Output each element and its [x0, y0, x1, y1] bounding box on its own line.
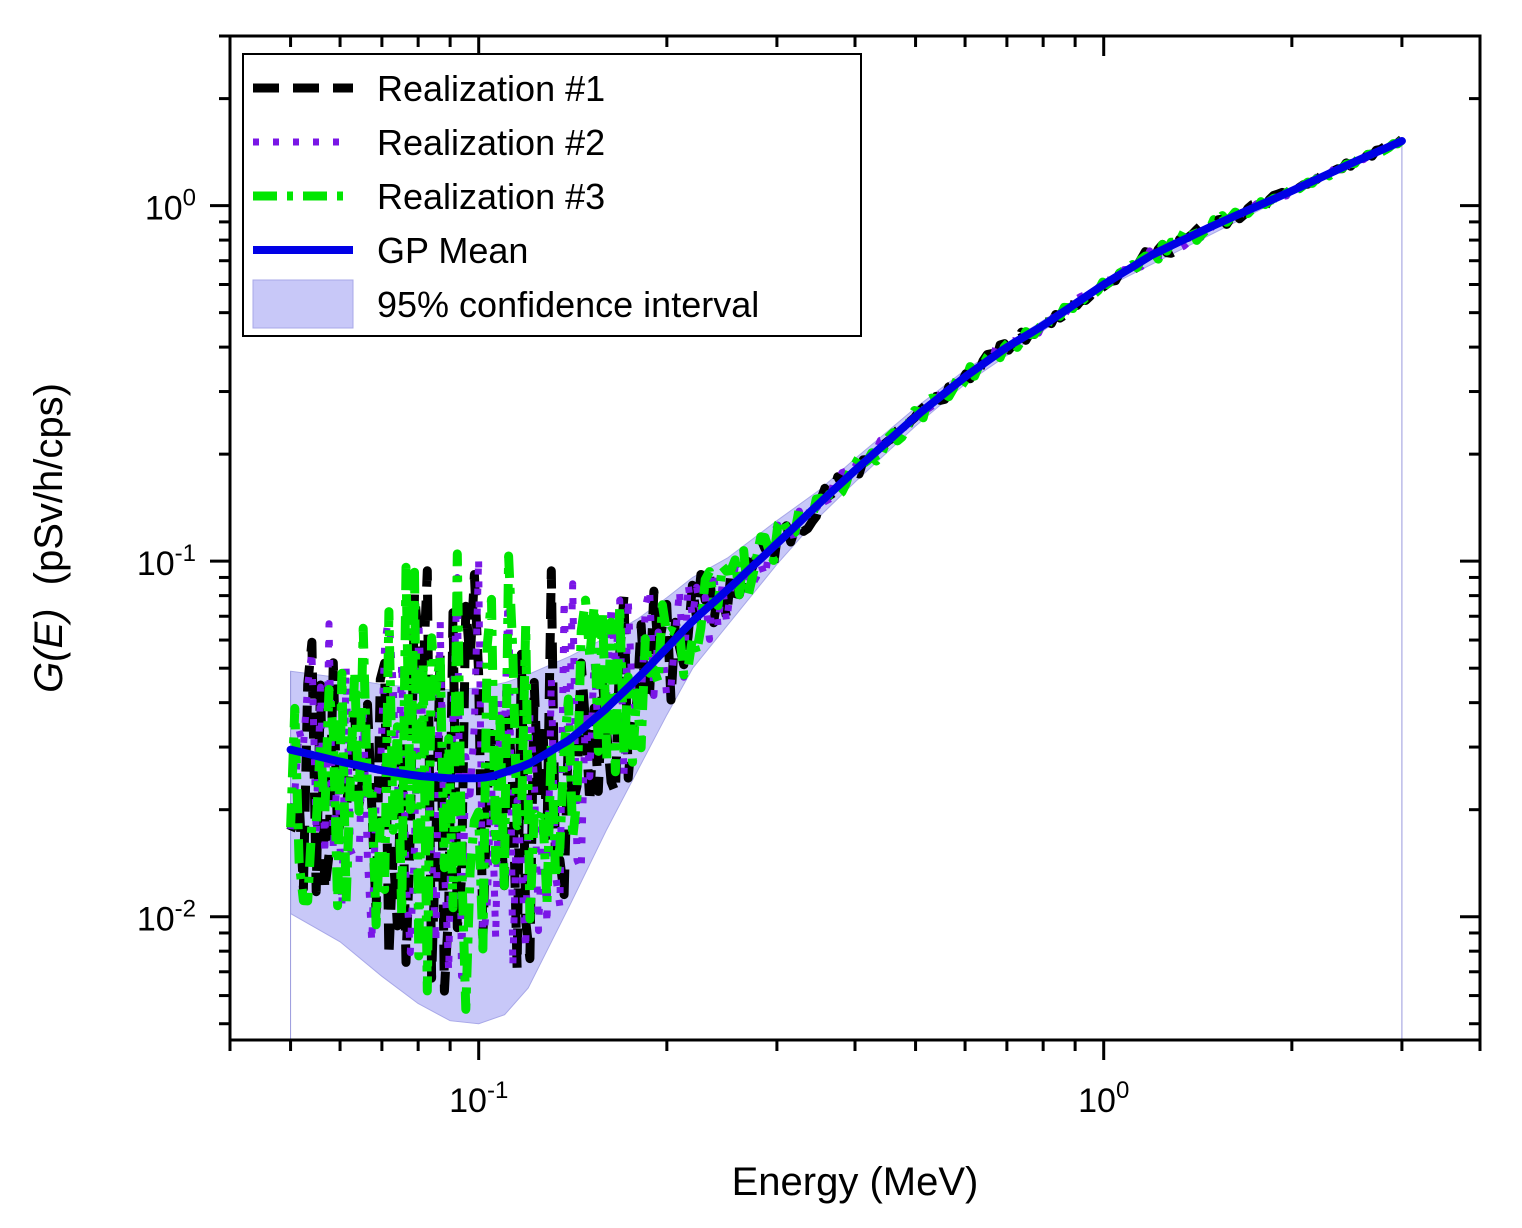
legend-label: Realization #2 — [377, 122, 605, 163]
x-axis-title: Energy (MeV) — [732, 1160, 979, 1204]
y-tick-label-exponent: -2 — [175, 896, 196, 923]
y-axis-title-symbol: G(E) — [27, 608, 71, 692]
series-realization-2 — [287, 137, 1404, 980]
y-tick-label: 10-1 — [137, 540, 196, 583]
axis-ticks — [210, 34, 1482, 1060]
y-axis-title-unit: (pSv/h/cps) — [27, 383, 71, 585]
x-tick-label: 100 — [1078, 1077, 1129, 1120]
y-axis-title: G(E) (pSv/h/cps) — [27, 383, 71, 693]
y-tick-label-base: 10 — [137, 545, 175, 583]
y-tick-label-base: 10 — [137, 901, 175, 939]
legend-swatch-band — [252, 279, 354, 329]
y-tick-label: 100 — [145, 185, 196, 228]
x-tick-label-exponent: -1 — [487, 1077, 508, 1104]
legend-label: Realization #3 — [377, 176, 605, 217]
x-tick-label-base: 10 — [1078, 1082, 1116, 1120]
x-tick-label-exponent: 0 — [1116, 1077, 1129, 1104]
legend-label: GP Mean — [377, 230, 528, 271]
y-tick-label-exponent: 0 — [183, 185, 196, 212]
legend-label: Realization #1 — [377, 68, 605, 109]
y-tick-label-exponent: -1 — [175, 540, 196, 567]
y-tick-label-base: 10 — [145, 190, 183, 228]
legend: Realization #1 Realization #2 Realization … — [242, 53, 862, 337]
series-gp-mean — [286, 137, 1406, 783]
x-tick-label: 10-1 — [449, 1077, 508, 1120]
series-layer — [286, 135, 1406, 1014]
x-tick-label-base: 10 — [449, 1082, 487, 1120]
y-tick-label: 10-2 — [137, 896, 196, 939]
legend-label: 95% confidence interval — [377, 284, 759, 325]
